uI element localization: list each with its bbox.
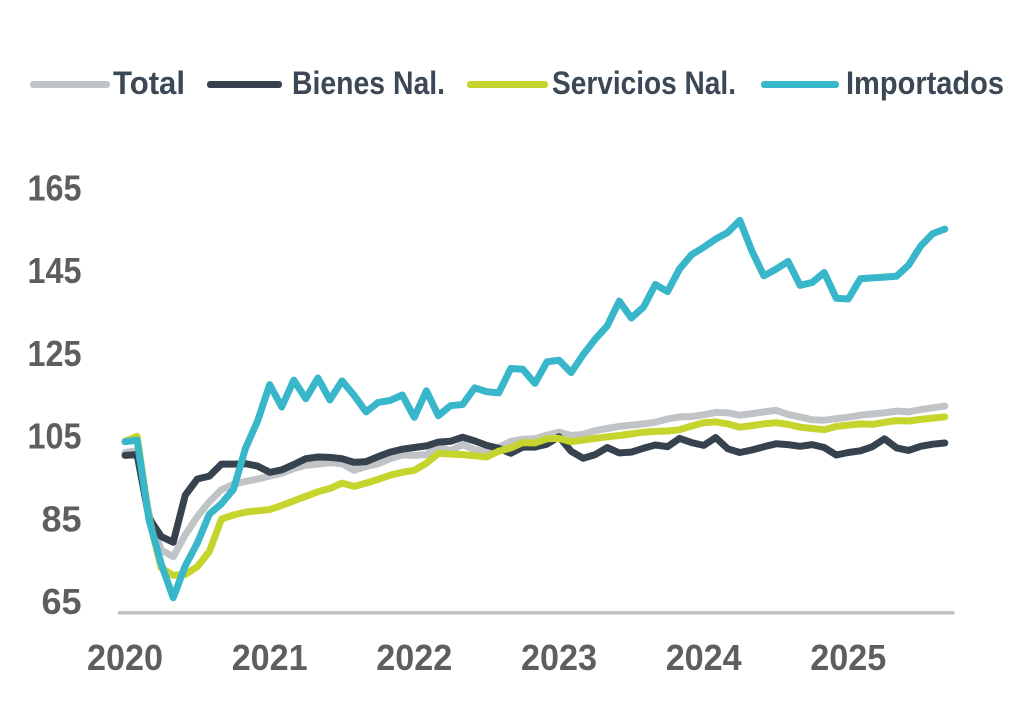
svg-text:65: 65	[41, 581, 81, 622]
svg-text:2020: 2020	[87, 637, 163, 678]
svg-text:Importados: Importados	[846, 65, 1004, 101]
svg-text:125: 125	[28, 333, 82, 374]
svg-text:2022: 2022	[376, 637, 452, 678]
svg-text:Servicios Nal.: Servicios Nal.	[552, 65, 736, 101]
svg-text:2024: 2024	[666, 637, 742, 678]
svg-text:Total: Total	[113, 65, 185, 101]
svg-text:2025: 2025	[810, 637, 886, 678]
svg-text:2023: 2023	[521, 637, 597, 678]
svg-text:85: 85	[41, 498, 81, 539]
svg-text:Bienes Nal.: Bienes Nal.	[292, 65, 445, 101]
svg-text:105: 105	[28, 416, 82, 457]
svg-text:145: 145	[28, 250, 82, 291]
svg-text:2021: 2021	[232, 637, 308, 678]
svg-text:165: 165	[28, 167, 82, 208]
